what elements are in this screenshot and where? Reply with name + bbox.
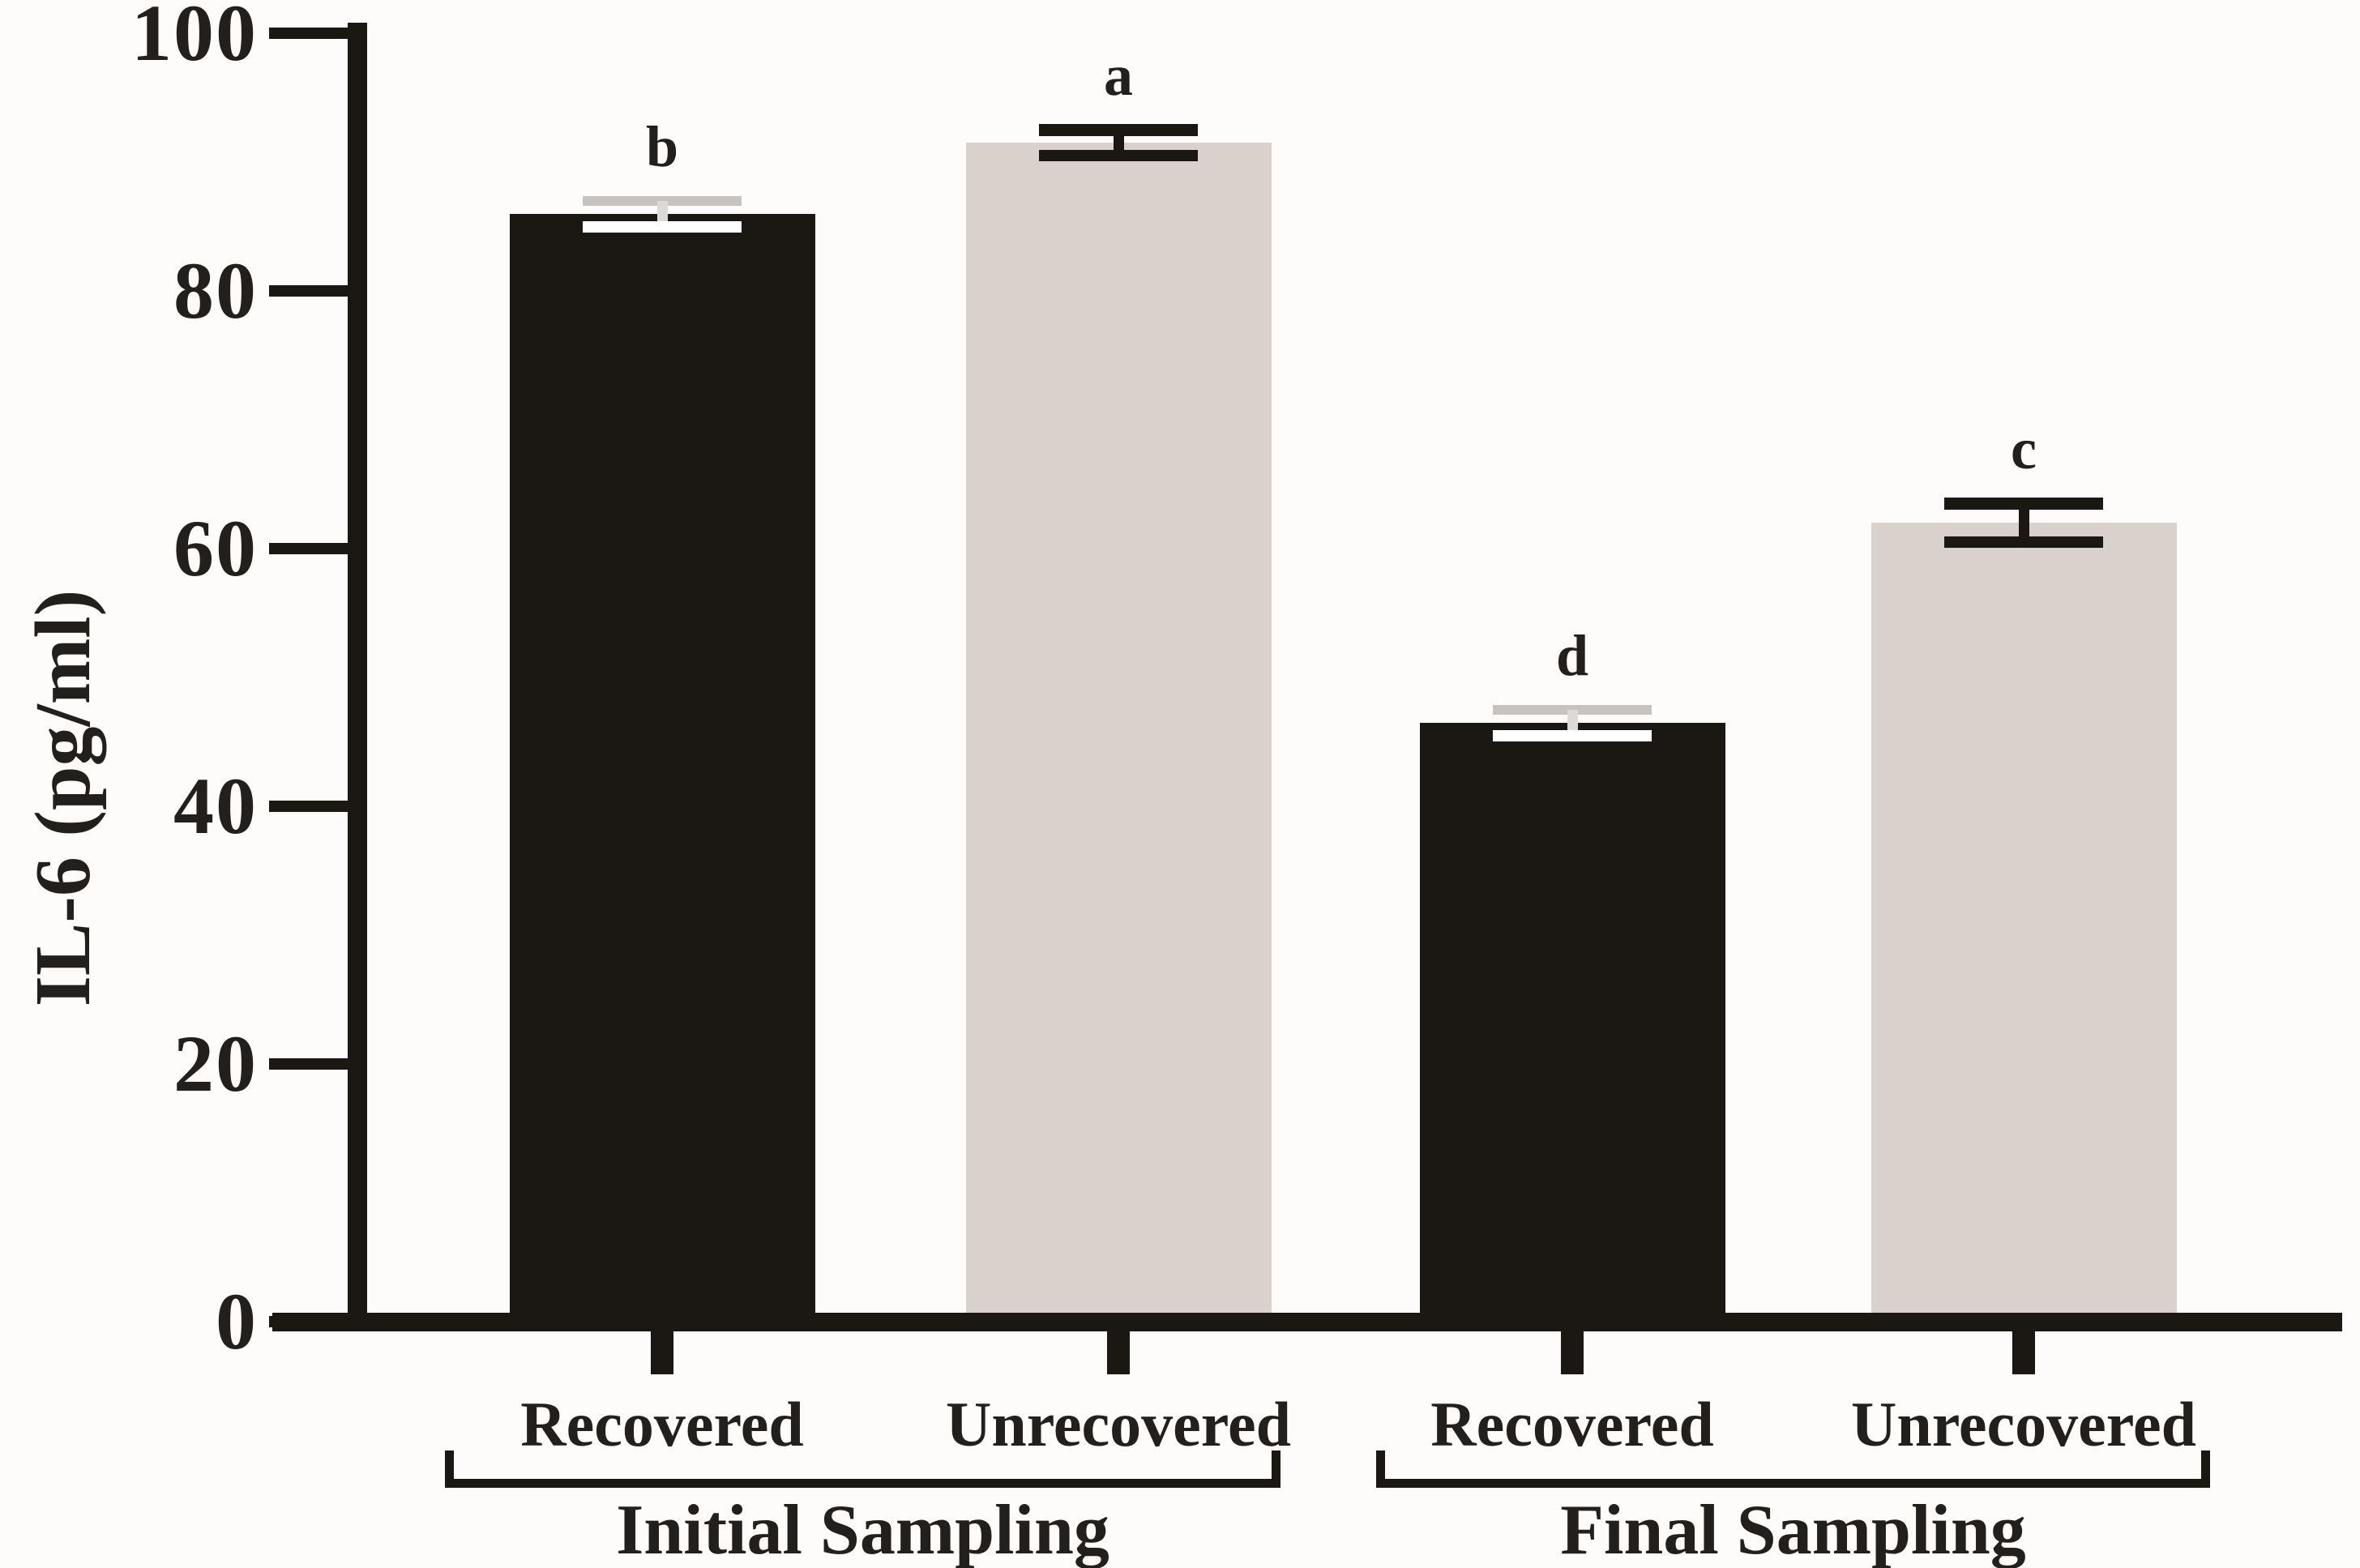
group-bracket	[1376, 1451, 2210, 1488]
x-tick-mark	[2012, 1327, 2035, 1374]
bar	[965, 143, 1272, 1322]
group-bracket	[445, 1451, 1280, 1488]
error-bar-bottom-cap	[583, 220, 742, 233]
y-tick-mark	[269, 1058, 350, 1070]
y-tick-label: 80	[173, 246, 258, 335]
error-bar-stem	[1567, 709, 1578, 736]
category-label: Recovered	[520, 1389, 804, 1459]
y-tick-mark	[269, 28, 350, 39]
significance-letter: d	[1555, 622, 1589, 688]
error-bar-stem	[2018, 503, 2029, 543]
category-label: Recovered	[1430, 1389, 1714, 1459]
error-bar-bottom-cap	[1039, 150, 1198, 162]
bar	[509, 213, 815, 1322]
y-tick-label: 20	[173, 1019, 258, 1109]
y-axis-line	[348, 23, 367, 1331]
y-tick-mark	[269, 801, 350, 812]
y-tick-mark	[269, 285, 350, 297]
category-label: Unrecovered	[946, 1389, 1291, 1459]
y-tick-mark	[269, 543, 350, 554]
bar	[1870, 523, 2177, 1322]
x-tick-mark	[1561, 1327, 1584, 1374]
bar	[1419, 722, 1725, 1322]
significance-letter: a	[1104, 43, 1133, 109]
group-label: Final Sampling	[1560, 1491, 2026, 1568]
y-tick-label: 100	[131, 0, 258, 78]
y-tick-label: 60	[173, 503, 258, 593]
x-tick-mark	[1107, 1327, 1130, 1374]
significance-letter: b	[645, 113, 679, 179]
y-tick-label: 40	[173, 761, 258, 851]
error-bar-bottom-cap	[1944, 536, 2103, 549]
significance-letter: c	[2011, 417, 2037, 482]
x-axis-line	[272, 1313, 2342, 1331]
category-label: Unrecovered	[1851, 1389, 2196, 1459]
error-bar-stem	[1113, 130, 1124, 156]
y-tick-label: 0	[216, 1276, 258, 1366]
group-label: Initial Sampling	[616, 1491, 1109, 1568]
error-bar-stem	[656, 200, 668, 227]
x-tick-mark	[651, 1327, 673, 1374]
error-bar-bottom-cap	[1493, 729, 1652, 741]
